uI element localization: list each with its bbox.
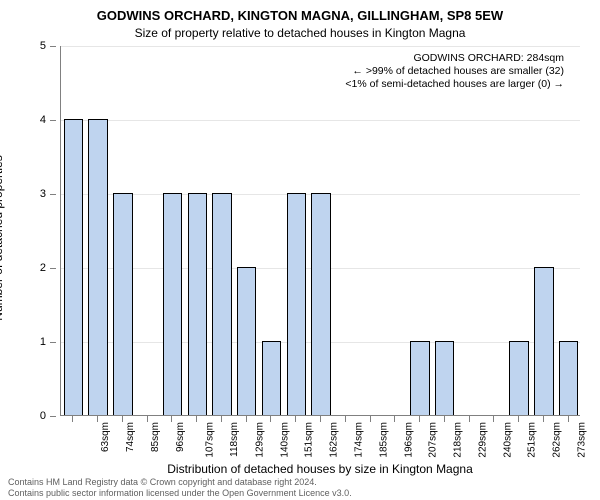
x-tick — [444, 416, 445, 422]
x-tick-label: 74sqm — [125, 422, 136, 452]
x-tick — [370, 416, 371, 422]
y-tick-label: 5 — [6, 40, 46, 52]
bar — [64, 119, 83, 415]
bar — [559, 341, 578, 415]
footer-line2: Contains public sector information licen… — [8, 488, 352, 498]
y-tick-label: 1 — [6, 336, 46, 348]
bar — [188, 193, 207, 415]
footer-attribution: Contains HM Land Registry data © Crown c… — [8, 477, 352, 498]
y-axis-label: Number of detached properties — [0, 53, 5, 423]
bar — [163, 193, 182, 415]
plot-area: GODWINS ORCHARD: 284sqm ← >99% of detach… — [60, 46, 580, 416]
x-tick — [345, 416, 346, 422]
chart-title-sub: Size of property relative to detached ho… — [0, 26, 600, 40]
x-tick — [518, 416, 519, 422]
y-tick — [50, 268, 56, 269]
x-tick — [72, 416, 73, 422]
bar — [212, 193, 231, 415]
x-tick-label: 162sqm — [329, 422, 340, 458]
x-tick-label: 118sqm — [229, 422, 240, 457]
x-tick-label: 140sqm — [279, 422, 290, 458]
x-tick-label: 207sqm — [428, 422, 439, 458]
bar — [88, 119, 107, 415]
chart-title-main: GODWINS ORCHARD, KINGTON MAGNA, GILLINGH… — [0, 8, 600, 23]
x-tick — [543, 416, 544, 422]
x-tick-label: 262sqm — [552, 422, 563, 458]
y-tick — [50, 342, 56, 343]
x-tick — [469, 416, 470, 422]
x-tick — [171, 416, 172, 422]
y-tick — [50, 194, 56, 195]
x-tick-label: 251sqm — [527, 422, 538, 458]
bar — [410, 341, 429, 415]
y-tick-label: 4 — [6, 114, 46, 126]
chart-container: GODWINS ORCHARD, KINGTON MAGNA, GILLINGH… — [0, 0, 600, 500]
x-tick-label: 218sqm — [453, 422, 464, 458]
x-tick-label: 229sqm — [477, 422, 488, 458]
x-tick — [147, 416, 148, 422]
footer-line1: Contains HM Land Registry data © Crown c… — [8, 477, 352, 487]
bar — [435, 341, 454, 415]
bar — [262, 341, 281, 415]
gridline — [61, 46, 580, 47]
x-tick-label: 85sqm — [150, 422, 161, 452]
y-tick-label: 2 — [6, 262, 46, 274]
x-tick-label: 174sqm — [354, 422, 365, 458]
x-tick — [196, 416, 197, 422]
property-annotation: GODWINS ORCHARD: 284sqm ← >99% of detach… — [341, 50, 568, 93]
y-tick — [50, 416, 56, 417]
annotation-line2: ← >99% of detached houses are smaller (3… — [345, 65, 564, 78]
x-tick — [419, 416, 420, 422]
x-tick — [122, 416, 123, 422]
x-tick — [221, 416, 222, 422]
x-tick — [270, 416, 271, 422]
bar — [237, 267, 256, 415]
bar — [113, 193, 132, 415]
x-tick-label: 63sqm — [100, 422, 111, 452]
y-tick-label: 0 — [6, 410, 46, 422]
x-tick-label: 185sqm — [378, 422, 389, 458]
bar — [509, 341, 528, 415]
x-tick — [97, 416, 98, 422]
x-tick — [568, 416, 569, 422]
bar — [311, 193, 330, 415]
x-tick-label: 96sqm — [175, 422, 186, 452]
x-tick-label: 240sqm — [502, 422, 513, 458]
x-tick-label: 273sqm — [576, 422, 587, 458]
x-tick-label: 196sqm — [403, 422, 414, 458]
y-tick — [50, 46, 56, 47]
x-tick-label: 129sqm — [255, 422, 266, 458]
x-tick-label: 107sqm — [205, 422, 216, 458]
bar — [287, 193, 306, 415]
bar — [534, 267, 553, 415]
x-tick — [493, 416, 494, 422]
y-tick — [50, 120, 56, 121]
x-tick — [394, 416, 395, 422]
y-tick-label: 3 — [6, 188, 46, 200]
x-axis-label: Distribution of detached houses by size … — [60, 462, 580, 476]
x-tick-label: 151sqm — [304, 422, 315, 458]
annotation-line3: <1% of semi-detached houses are larger (… — [345, 78, 564, 91]
gridline — [61, 120, 580, 121]
annotation-line1: GODWINS ORCHARD: 284sqm — [345, 52, 564, 65]
x-tick — [246, 416, 247, 422]
x-tick — [295, 416, 296, 422]
x-tick — [320, 416, 321, 422]
